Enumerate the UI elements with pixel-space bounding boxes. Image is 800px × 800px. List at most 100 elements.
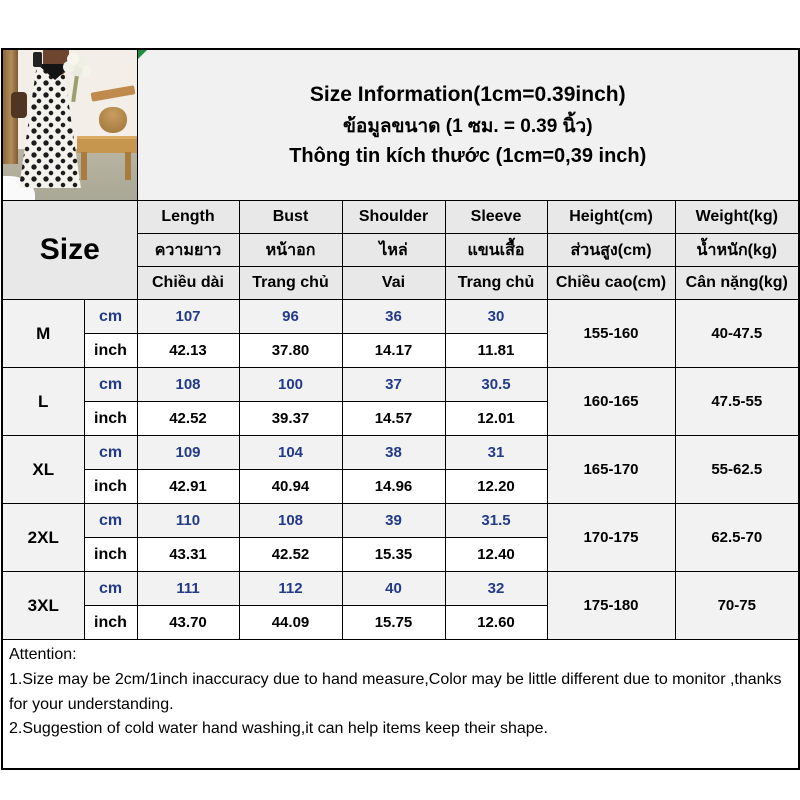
value-shoulder-cm: 36: [341, 299, 446, 334]
unit-label-cm: cm: [83, 367, 138, 402]
value-sleeve-cm: 32: [444, 571, 548, 606]
table-row: M cm 107 96 36 30 155-160 40-47.5: [1, 299, 800, 368]
col-header-bust-th: หน้าอก: [238, 233, 343, 267]
unit-label-inch: inch: [83, 537, 138, 572]
value-sleeve-cm: 31.5: [444, 503, 548, 538]
col-header-weight-en: Weight(kg): [674, 200, 800, 234]
value-bust-cm: 108: [238, 503, 343, 538]
size-label-2xl: 2XL: [1, 503, 85, 572]
product-photo: [3, 50, 136, 200]
value-bust-inch: 42.52: [238, 537, 343, 572]
photo-polkadot-dress: [19, 68, 81, 188]
value-length-inch: 43.31: [136, 537, 240, 572]
unit-label-cm: cm: [83, 571, 138, 606]
col-header-sleeve-vi: Trang chủ: [444, 266, 548, 300]
col-header-length-th: ความยาว: [136, 233, 240, 267]
size-header: Size: [1, 200, 138, 300]
value-shoulder-inch: 15.35: [341, 537, 446, 572]
size-label-l: L: [1, 367, 85, 436]
value-shoulder-inch: 14.57: [341, 401, 446, 436]
value-length-inch: 42.52: [136, 401, 240, 436]
value-length-cm: 108: [136, 367, 240, 402]
value-length-inch: 43.70: [136, 605, 240, 640]
col-header-shoulder-th: ไหล่: [341, 233, 446, 267]
col-header-bust-en: Bust: [238, 200, 343, 234]
col-header-bust-vi: Trang chủ: [238, 266, 343, 300]
value-shoulder-cm: 40: [341, 571, 446, 606]
value-height-range: 165-170: [546, 435, 676, 504]
table-row: inch 43.70 44.09 15.75 12.60: [2, 605, 799, 640]
value-height-range: 155-160: [546, 299, 676, 368]
value-shoulder-cm: 39: [341, 503, 446, 538]
value-sleeve-inch: 11.81: [444, 333, 548, 368]
photo-wood-door: [3, 50, 18, 164]
unit-label-inch: inch: [83, 333, 138, 368]
value-weight-range: 62.5-70: [674, 503, 800, 572]
photo-flower-bouquet: [67, 53, 79, 65]
table-row: 2XL cm 110 108 39 31.5 170-175 62.5-70: [1, 503, 800, 572]
attention-heading: Attention:: [9, 646, 77, 663]
attention-line-2: 2.Suggestion of cold water hand washing,…: [9, 720, 548, 738]
unit-label-cm: cm: [83, 435, 138, 470]
cell-flag-triangle-icon: [138, 50, 147, 59]
unit-label-inch: inch: [83, 605, 138, 640]
value-length-cm: 110: [136, 503, 240, 538]
value-sleeve-inch: 12.40: [444, 537, 548, 572]
value-bust-cm: 96: [238, 299, 343, 334]
value-length-inch: 42.91: [136, 469, 240, 504]
value-length-cm: 107: [136, 299, 240, 334]
value-bust-inch: 44.09: [238, 605, 343, 640]
value-bust-inch: 37.80: [238, 333, 343, 368]
size-label-xl: XL: [1, 435, 85, 504]
value-sleeve-inch: 12.01: [444, 401, 548, 436]
value-shoulder-inch: 14.96: [341, 469, 446, 504]
value-weight-range: 70-75: [674, 571, 800, 640]
value-bust-inch: 39.37: [238, 401, 343, 436]
table-row: inch 42.91 40.94 14.96 12.20: [2, 469, 799, 504]
value-shoulder-cm: 37: [341, 367, 446, 402]
photo-phone: [33, 52, 42, 67]
table-row: XL cm 109 104 38 31 165-170 55-62.5: [1, 435, 800, 504]
col-header-shoulder-vi: Vai: [341, 266, 446, 300]
value-weight-range: 47.5-55: [674, 367, 800, 436]
table-row: inch 43.31 42.52 15.35 12.40: [2, 537, 799, 572]
unit-label-cm: cm: [83, 503, 138, 538]
col-header-length-vi: Chiều dài: [136, 266, 240, 300]
photo-wood-rail: [90, 85, 135, 102]
table-row: inch 42.13 37.80 14.17 11.81: [2, 333, 799, 368]
value-bust-cm: 104: [238, 435, 343, 470]
photo-flower-stems: [71, 75, 79, 103]
title-th: ข้อมูลขนาด (1 ซม. = 0.39 นิ้ว): [342, 115, 593, 137]
value-bust-cm: 112: [238, 571, 343, 606]
size-label-m: M: [1, 299, 85, 368]
product-photo-cell: [1, 48, 138, 201]
value-length-cm: 111: [136, 571, 240, 606]
value-height-range: 170-175: [546, 503, 676, 572]
value-shoulder-inch: 14.17: [341, 333, 446, 368]
col-header-shoulder-en: Shoulder: [341, 200, 446, 234]
value-height-range: 160-165: [546, 367, 676, 436]
title-vi: Thông tin kích thước (1cm=0,39 inch): [289, 144, 647, 167]
col-header-length-en: Length: [136, 200, 240, 234]
value-length-cm: 109: [136, 435, 240, 470]
value-weight-range: 40-47.5: [674, 299, 800, 368]
value-sleeve-inch: 12.20: [444, 469, 548, 504]
value-length-inch: 42.13: [136, 333, 240, 368]
col-header-sleeve-th: แขนเสื้อ: [444, 233, 548, 267]
photo-bench-leg: [124, 152, 131, 180]
photo-wicker-basket: [98, 107, 127, 133]
col-header-height-en: Height(cm): [546, 200, 676, 234]
value-shoulder-inch: 15.75: [341, 605, 446, 640]
col-header-weight-vi: Cân nặng(kg): [674, 266, 800, 300]
photo-wood-bench: [76, 135, 136, 153]
table-row: L cm 108 100 37 30.5 160-165 47.5-55: [1, 367, 800, 436]
col-header-weight-th: น้ำหนัก(kg): [674, 233, 800, 267]
value-bust-cm: 100: [238, 367, 343, 402]
value-weight-range: 55-62.5: [674, 435, 800, 504]
value-sleeve-cm: 31: [444, 435, 548, 470]
value-bust-inch: 40.94: [238, 469, 343, 504]
size-label-3xl: 3XL: [1, 571, 85, 640]
unit-label-inch: inch: [83, 469, 138, 504]
value-sleeve-inch: 12.60: [444, 605, 548, 640]
